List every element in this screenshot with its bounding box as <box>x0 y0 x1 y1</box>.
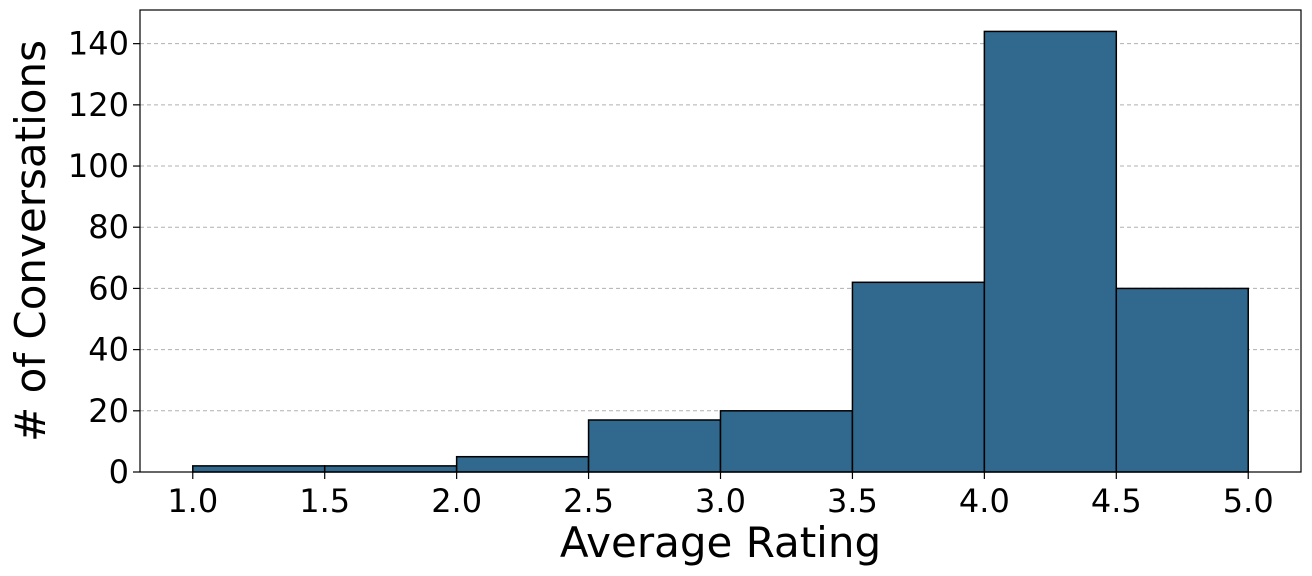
bar-3.5-4 <box>851 281 986 473</box>
y-tick-label: 60 <box>88 269 129 307</box>
x-tick-label: 1.5 <box>299 482 350 520</box>
x-tick-label: 4.0 <box>959 482 1010 520</box>
bars <box>192 30 1249 473</box>
y-axis-label: # of Conversations <box>6 40 55 442</box>
y-tick-label: 80 <box>88 208 129 246</box>
x-tick-label: 2.5 <box>563 482 614 520</box>
x-tick-label: 5.0 <box>1223 482 1274 520</box>
x-tick-label: 3.5 <box>827 482 878 520</box>
y-tick-label: 120 <box>68 86 129 124</box>
bar-2.5-3 <box>587 419 722 473</box>
y-axis-ticks: 0 20 40 60 80 100 120 140 <box>68 25 140 491</box>
x-tick-label: 4.5 <box>1091 482 1142 520</box>
y-tick-label: 100 <box>68 147 129 185</box>
bar-4-4.5 <box>983 30 1118 473</box>
bar-1.5-2 <box>323 465 458 473</box>
y-tick-label: 40 <box>88 331 129 369</box>
x-tick-label: 3.0 <box>695 482 746 520</box>
y-tick-label: 20 <box>88 392 129 430</box>
x-tick-label: 2.0 <box>431 482 482 520</box>
bar-4.5-5 <box>1115 287 1249 473</box>
x-axis-label: Average Rating <box>560 518 881 567</box>
bar-1-1.5 <box>192 465 326 473</box>
bar-2-2.5 <box>455 455 590 473</box>
x-tick-label: 1.0 <box>167 482 218 520</box>
bar-3-3.5 <box>719 410 854 473</box>
y-tick-label: 140 <box>68 25 129 63</box>
x-axis-ticks: 1.0 1.5 2.0 2.5 3.0 3.5 4.0 4.5 5.0 <box>167 472 1274 520</box>
y-tick-label: 0 <box>109 453 129 491</box>
